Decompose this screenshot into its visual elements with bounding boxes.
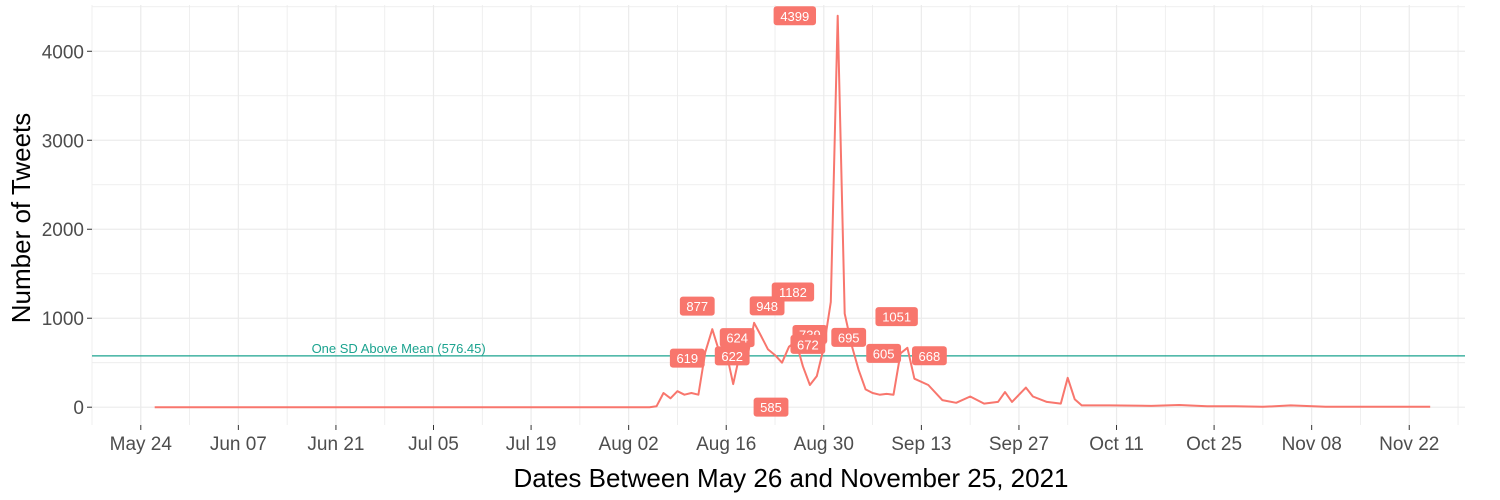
x-tick-label: Oct 25 <box>1186 434 1242 455</box>
x-tick-label: Sep 27 <box>989 434 1049 455</box>
y-axis-ticks: 0 1000 2000 3000 4000 <box>42 42 92 419</box>
reference-line-label: One SD Above Mean (576.45) <box>312 341 486 356</box>
x-tick-label: May 24 <box>110 434 173 455</box>
x-tick-label: Nov 22 <box>1379 434 1439 455</box>
data-label-box <box>719 328 755 348</box>
reference-line-layer: One SD Above Mean (576.45) <box>92 341 1465 357</box>
data-label-text: 1051 <box>882 310 911 325</box>
data-label-text: 619 <box>676 351 698 366</box>
data-label: 672 <box>790 334 826 354</box>
data-label-text: 4399 <box>780 9 809 24</box>
data-label-text: 1182 <box>779 285 807 300</box>
x-axis-ticks: May 24 Jun 07 Jun 21 Jul 05 Jul 19 Aug 02 Aug … <box>110 425 1439 455</box>
x-tick-label: Aug 30 <box>794 434 854 455</box>
grid-minor <box>91 5 1465 425</box>
x-tick-label: Oct 11 <box>1089 434 1144 455</box>
data-label-text: 948 <box>756 299 778 314</box>
data-label-box <box>679 296 715 316</box>
x-tick-label: Sep 13 <box>891 434 951 455</box>
data-label-box <box>866 343 902 363</box>
x-tick-label: Jun 21 <box>307 434 364 455</box>
data-label-text: 668 <box>919 349 941 364</box>
data-label-box <box>669 348 705 368</box>
x-tick-label: Jul 05 <box>408 434 459 455</box>
data-label-text: 585 <box>760 400 782 415</box>
data-labels-layer: 6198776226249485851182739672439969510516… <box>669 6 947 417</box>
data-label-box <box>912 346 947 366</box>
data-label-text: 877 <box>686 299 708 314</box>
data-label: 877 <box>679 296 715 316</box>
data-label-text: 605 <box>873 346 895 361</box>
y-axis-title: Number of Tweets <box>6 113 36 324</box>
x-tick-label: Aug 02 <box>599 434 659 455</box>
y-tick-label: 2000 <box>42 220 84 241</box>
x-tick-label: Jul 19 <box>506 434 557 455</box>
data-label: 622 <box>714 346 750 366</box>
x-axis-title: Dates Between May 26 and November 25, 20… <box>513 463 1068 493</box>
data-label-box <box>875 307 918 327</box>
data-label: 668 <box>912 346 947 366</box>
x-tick-label: Nov 08 <box>1282 434 1342 455</box>
y-tick-label: 4000 <box>42 42 84 63</box>
data-label: 1051 <box>875 307 918 327</box>
data-label: 695 <box>831 327 867 347</box>
data-label: 1182 <box>771 282 815 302</box>
x-tick-label: Aug 16 <box>696 434 756 455</box>
data-label-box <box>753 397 789 417</box>
data-label-text: 622 <box>721 349 743 364</box>
data-label-text: 695 <box>838 330 860 345</box>
data-label-text: 624 <box>726 331 748 346</box>
data-label-box <box>790 334 826 354</box>
data-label: 624 <box>719 328 755 348</box>
y-tick-label: 3000 <box>42 131 84 152</box>
data-label-text: 672 <box>797 337 819 352</box>
y-tick-label: 1000 <box>42 309 84 330</box>
data-label-box <box>714 346 750 366</box>
data-label-box <box>773 6 817 26</box>
data-label: 605 <box>866 343 902 363</box>
x-tick-label: Jun 07 <box>210 434 267 455</box>
data-label: 585 <box>753 397 789 417</box>
y-tick-label: 0 <box>73 398 84 419</box>
data-label-box <box>831 327 867 347</box>
data-label-box <box>771 282 815 302</box>
data-label: 4399 <box>773 6 817 26</box>
data-label: 619 <box>669 348 705 368</box>
